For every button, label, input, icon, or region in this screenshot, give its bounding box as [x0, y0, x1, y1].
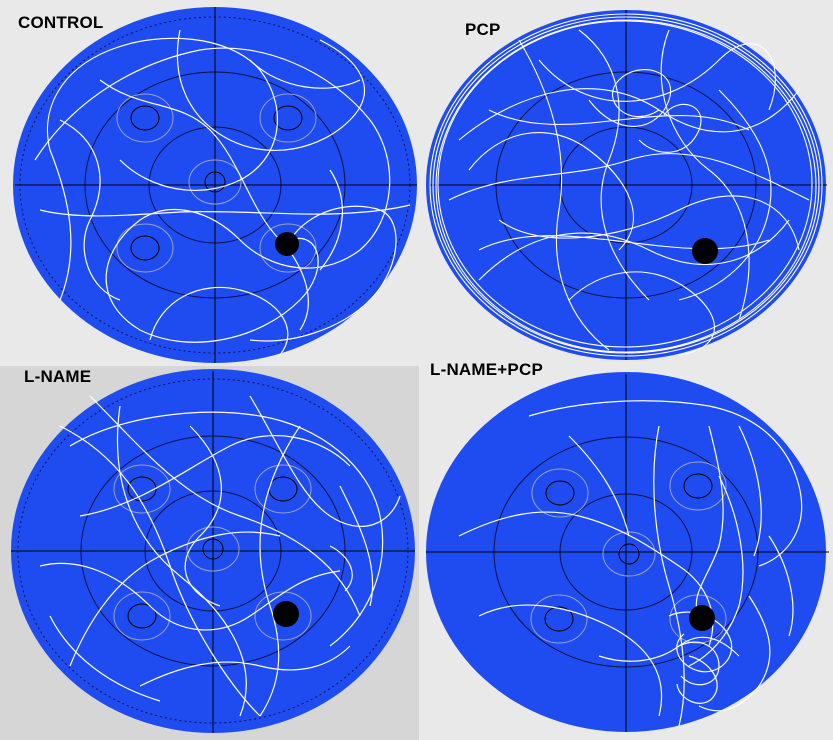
lname-swim-path — [39, 395, 401, 717]
control-label: CONTROL — [18, 13, 104, 32]
lname-label: L-NAME — [24, 367, 92, 386]
lnamepcp-platform — [689, 605, 715, 631]
lname-quadrant-targets — [113, 464, 312, 641]
control-pool-figure — [0, 0, 419, 366]
lname-pool-figure — [0, 366, 419, 740]
lname-panel — [0, 366, 419, 740]
pcp-label: PCP — [465, 20, 501, 39]
lnamepcp-swim-path — [458, 400, 803, 727]
lnamepcp-label: L-NAME+PCP — [430, 360, 543, 379]
lnamepcp-quadrant-targets — [530, 461, 727, 644]
control-platform — [275, 232, 299, 256]
pcp-swim-path — [429, 13, 823, 357]
control-panel — [0, 0, 419, 366]
control-quadrant-targets — [116, 93, 317, 273]
control-swim-path — [34, 29, 411, 356]
pcp-panel — [419, 0, 833, 366]
lname-platform — [273, 601, 299, 627]
lnamepcp-panel — [419, 366, 833, 740]
pcp-platform — [692, 238, 718, 264]
pcp-pool-figure — [419, 0, 833, 366]
lnamepcp-pool-figure — [419, 366, 833, 740]
